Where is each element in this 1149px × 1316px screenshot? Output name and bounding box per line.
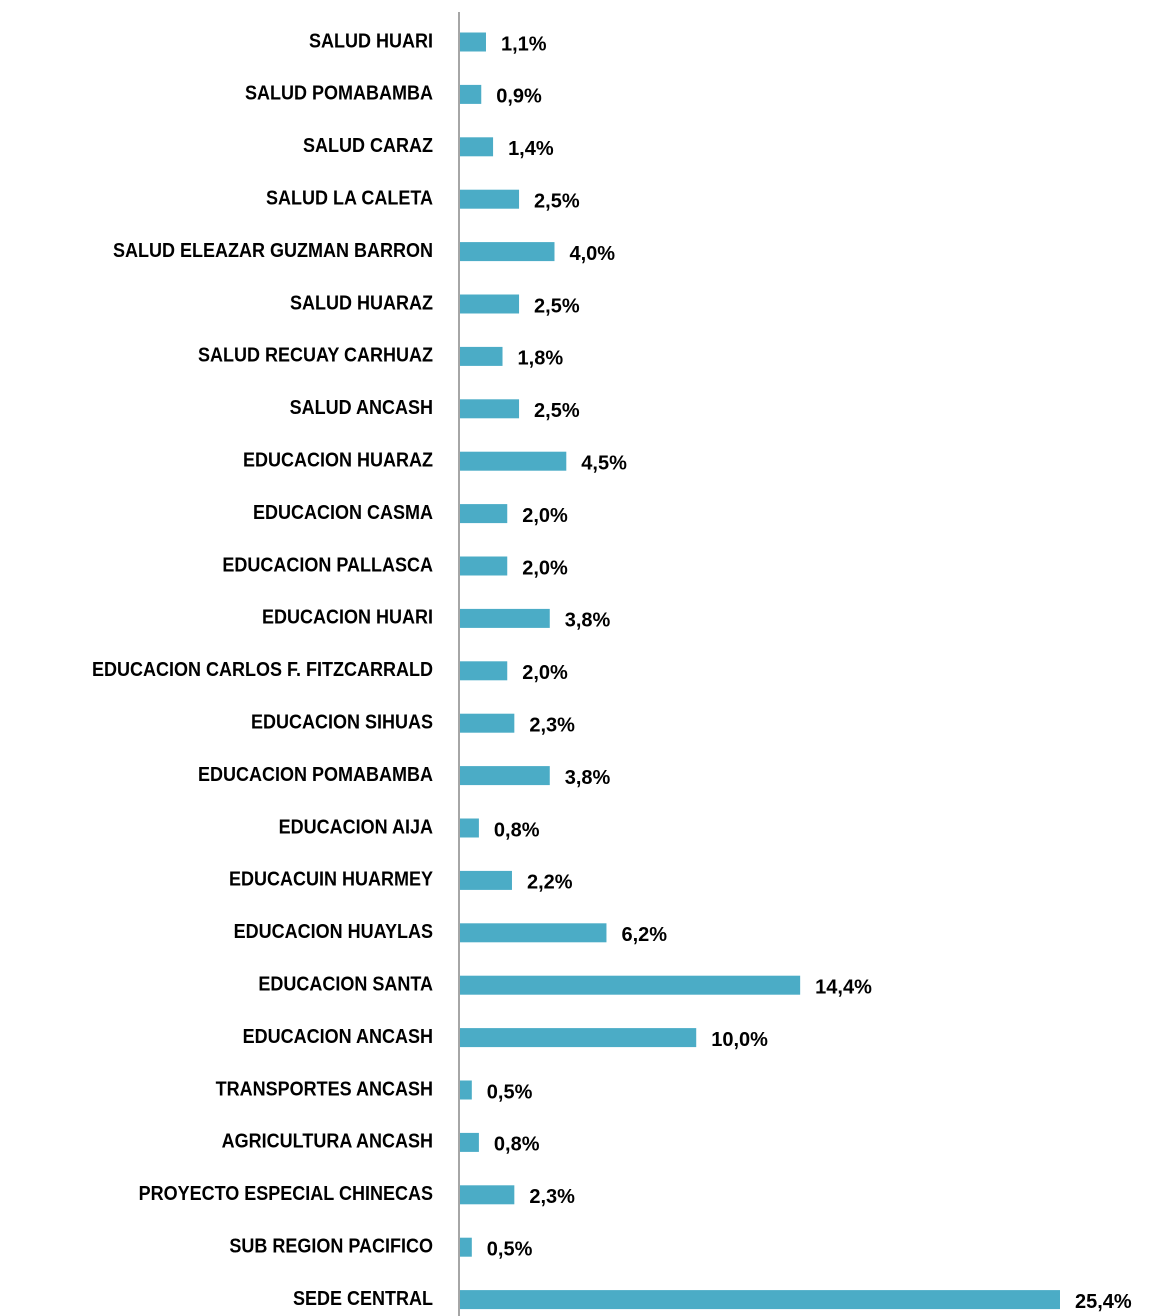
- value-label: 2,5%: [534, 400, 580, 422]
- bar: [460, 1028, 697, 1048]
- bar: [460, 294, 520, 314]
- category-label: EDUCACION AIJA: [279, 816, 433, 838]
- category-label: EDUCACION HUARAZ: [243, 449, 433, 471]
- value-label: 6,2%: [621, 924, 667, 946]
- category-label: SALUD POMABAMBA: [245, 83, 433, 105]
- bar: [460, 818, 479, 838]
- value-label: 1,4%: [508, 138, 554, 160]
- value-label: 2,0%: [522, 662, 568, 684]
- category-label: EDUCACION PALLASCA: [222, 554, 433, 576]
- value-label: 4,5%: [581, 452, 627, 474]
- category-label: EDUCACUIN HUARMEY: [229, 869, 434, 891]
- category-label: EDUCACION SANTA: [258, 973, 433, 995]
- value-label: 14,4%: [815, 976, 872, 998]
- value-label: 3,8%: [565, 610, 611, 632]
- bar: [460, 137, 494, 157]
- bar: [460, 451, 567, 471]
- category-label: SALUD ANCASH: [290, 397, 433, 419]
- value-label: 1,1%: [501, 33, 547, 55]
- bar: [460, 870, 512, 890]
- bar: [460, 923, 607, 943]
- bar: [460, 1237, 472, 1257]
- bar: [460, 346, 503, 366]
- category-label: SUB REGION PACIFICO: [229, 1235, 433, 1257]
- value-label: 2,0%: [522, 505, 568, 527]
- category-label: SALUD RECUAY CARHUAZ: [198, 345, 433, 367]
- bar: [460, 1132, 479, 1152]
- category-label: EDUCACION POMABAMBA: [198, 764, 433, 786]
- value-label: 2,5%: [534, 190, 580, 212]
- value-label: 4,0%: [569, 243, 615, 265]
- bar: [460, 399, 520, 419]
- category-label: PROYECTO ESPECIAL CHINECAS: [139, 1183, 433, 1205]
- value-label: 0,8%: [494, 1134, 540, 1156]
- value-label: 0,8%: [494, 819, 540, 841]
- bar: [460, 189, 520, 209]
- bar: [460, 242, 555, 262]
- bar: [460, 1080, 472, 1100]
- bar: [460, 1290, 1060, 1310]
- bar: [460, 766, 550, 786]
- bar: [460, 608, 550, 628]
- category-label: TRANSPORTES ANCASH: [216, 1078, 433, 1100]
- value-label: 2,3%: [529, 714, 575, 736]
- bar: [460, 84, 482, 104]
- value-label: 2,2%: [527, 872, 573, 894]
- category-label: EDUCACION CASMA: [253, 502, 433, 524]
- bar: [460, 713, 515, 733]
- bar: [460, 975, 801, 995]
- value-label: 1,8%: [518, 348, 564, 370]
- value-label: 2,0%: [522, 557, 568, 579]
- bar: [460, 504, 508, 524]
- bar: [460, 556, 508, 576]
- category-label: SALUD HUARAZ: [290, 292, 433, 314]
- bar: [460, 32, 486, 52]
- value-label: 25,4%: [1075, 1291, 1132, 1313]
- category-label: EDUCACION ANCASH: [243, 1026, 433, 1048]
- value-label: 0,5%: [487, 1081, 533, 1103]
- bar: [460, 661, 508, 681]
- category-label: SALUD HUARI: [309, 30, 433, 52]
- category-label: SALUD LA CALETA: [266, 187, 433, 209]
- category-label: AGRICULTURA ANCASH: [222, 1131, 433, 1153]
- value-label: 10,0%: [711, 1029, 768, 1051]
- category-label: EDUCACION SIHUAS: [251, 711, 433, 733]
- value-label: 3,8%: [565, 767, 611, 789]
- category-label: EDUCACION HUAYLAS: [234, 921, 433, 943]
- value-label: 0,9%: [496, 86, 542, 108]
- category-label: SALUD ELEAZAR GUZMAN BARRON: [113, 240, 433, 262]
- bar: [460, 1185, 515, 1205]
- value-label: 2,5%: [534, 295, 580, 317]
- value-label: 0,5%: [487, 1238, 533, 1260]
- category-label: EDUCACION HUARI: [262, 607, 433, 629]
- category-label: EDUCACION CARLOS F. FITZCARRALD: [92, 659, 433, 681]
- value-label: 2,3%: [529, 1186, 575, 1208]
- category-label: SEDE CENTRAL: [293, 1288, 433, 1310]
- category-label: SALUD CARAZ: [303, 135, 433, 157]
